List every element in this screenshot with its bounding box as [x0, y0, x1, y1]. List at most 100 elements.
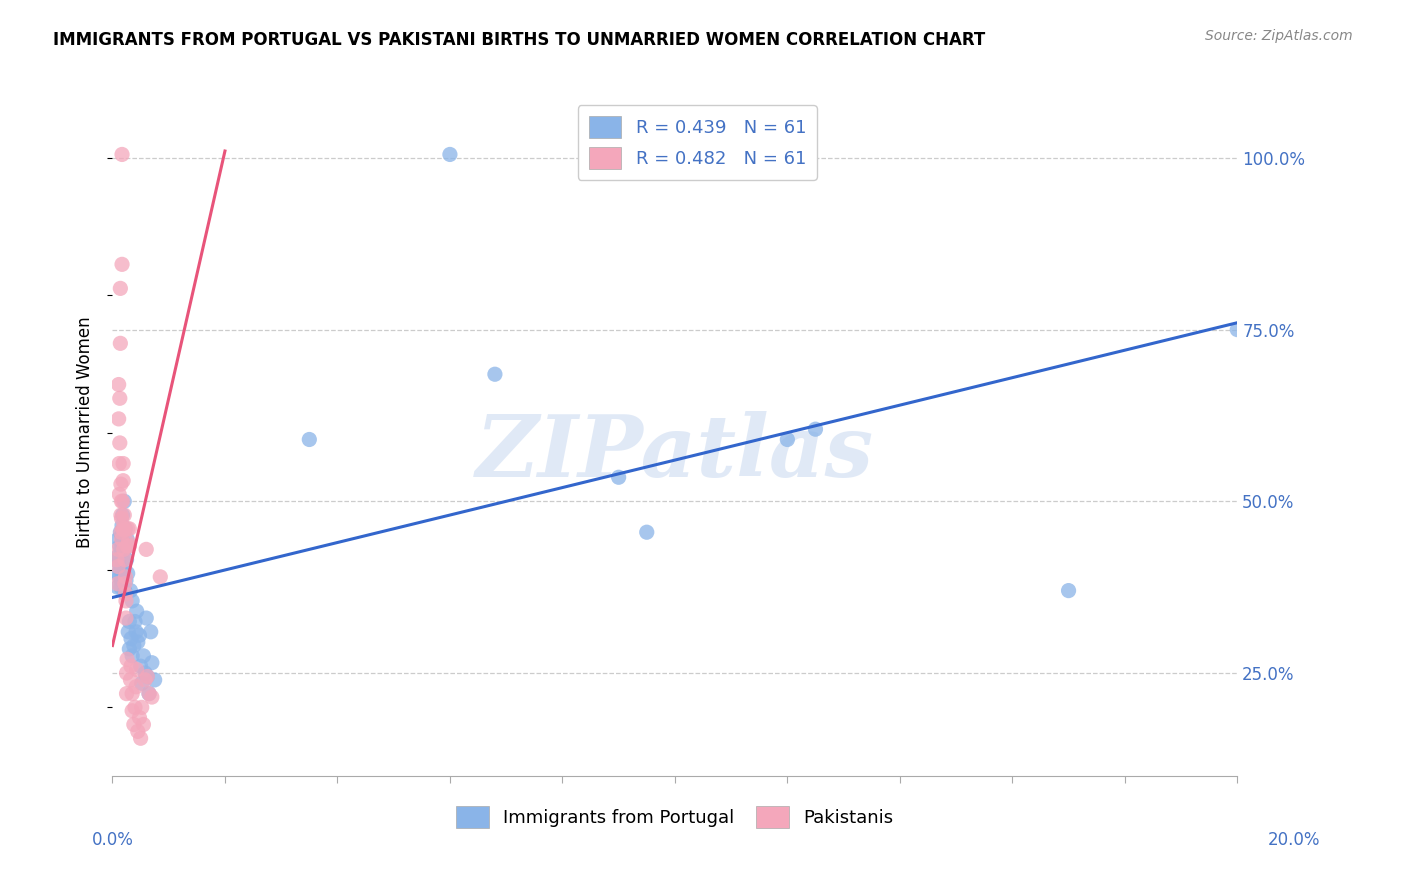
Text: 0.0%: 0.0%: [91, 831, 134, 849]
Point: [776, 433, 799, 447]
Point: [115, 665, 138, 680]
Point: [114, 587, 136, 601]
Point: [110, 574, 132, 588]
Point: [110, 532, 132, 546]
Point: [110, 494, 132, 508]
Point: [112, 566, 135, 581]
Text: 20.0%: 20.0%: [1267, 831, 1320, 849]
Point: [135, 611, 157, 625]
Legend: Immigrants from Portugal, Pakistanis: Immigrants from Portugal, Pakistanis: [449, 799, 901, 836]
Point: [114, 570, 136, 584]
Point: [134, 673, 156, 687]
Point: [115, 539, 138, 553]
Point: [124, 700, 146, 714]
Point: [117, 535, 139, 549]
Point: [112, 522, 135, 536]
Point: [114, 576, 136, 591]
Point: [112, 542, 135, 557]
Point: [139, 624, 162, 639]
Point: [121, 704, 143, 718]
Point: [111, 257, 134, 271]
Point: [110, 580, 132, 594]
Point: [484, 368, 506, 382]
Point: [136, 669, 159, 683]
Point: [110, 563, 132, 577]
Point: [112, 523, 135, 537]
Point: [128, 628, 150, 642]
Point: [110, 525, 132, 540]
Point: [112, 457, 135, 471]
Point: [111, 518, 134, 533]
Point: [107, 377, 129, 392]
Point: [111, 494, 134, 508]
Point: [120, 673, 142, 687]
Point: [107, 576, 129, 591]
Text: Source: ZipAtlas.com: Source: ZipAtlas.com: [1205, 29, 1353, 43]
Point: [115, 594, 138, 608]
Point: [111, 147, 134, 161]
Point: [108, 457, 131, 471]
Point: [149, 570, 172, 584]
Point: [1226, 323, 1249, 337]
Point: [120, 583, 142, 598]
Point: [636, 525, 658, 540]
Point: [117, 566, 139, 581]
Point: [1057, 583, 1080, 598]
Point: [110, 281, 132, 295]
Point: [141, 656, 163, 670]
Point: [114, 542, 136, 557]
Point: [607, 470, 630, 484]
Point: [122, 717, 145, 731]
Point: [129, 731, 152, 746]
Point: [127, 724, 149, 739]
Point: [112, 474, 135, 488]
Point: [131, 676, 153, 690]
Point: [112, 508, 135, 522]
Point: [121, 687, 143, 701]
Point: [110, 336, 132, 351]
Point: [105, 552, 128, 566]
Point: [118, 539, 141, 553]
Point: [804, 422, 827, 436]
Point: [112, 494, 135, 508]
Point: [110, 542, 132, 557]
Point: [114, 583, 136, 598]
Point: [124, 615, 146, 629]
Point: [298, 433, 321, 447]
Point: [107, 532, 129, 546]
Text: ZIPatlas: ZIPatlas: [475, 411, 875, 495]
Point: [118, 615, 141, 629]
Point: [107, 559, 129, 574]
Point: [125, 604, 148, 618]
Point: [114, 552, 136, 566]
Point: [132, 648, 155, 663]
Point: [125, 680, 148, 694]
Point: [143, 673, 166, 687]
Point: [117, 522, 139, 536]
Point: [138, 687, 160, 701]
Point: [115, 611, 138, 625]
Point: [125, 663, 148, 677]
Point: [136, 669, 159, 683]
Point: [117, 624, 139, 639]
Point: [107, 556, 129, 570]
Point: [125, 624, 148, 639]
Point: [105, 552, 128, 566]
Point: [141, 690, 163, 704]
Point: [120, 659, 142, 673]
Point: [107, 542, 129, 557]
Point: [115, 652, 138, 666]
Point: [138, 687, 160, 701]
Point: [132, 717, 155, 731]
Point: [111, 535, 134, 549]
Point: [115, 552, 138, 566]
Y-axis label: Births to Unmarried Women: Births to Unmarried Women: [76, 317, 94, 549]
Point: [111, 542, 134, 557]
Point: [110, 508, 132, 522]
Point: [111, 508, 134, 522]
Point: [108, 391, 131, 405]
Point: [128, 711, 150, 725]
Point: [131, 700, 153, 714]
Point: [110, 525, 132, 540]
Point: [111, 522, 134, 536]
